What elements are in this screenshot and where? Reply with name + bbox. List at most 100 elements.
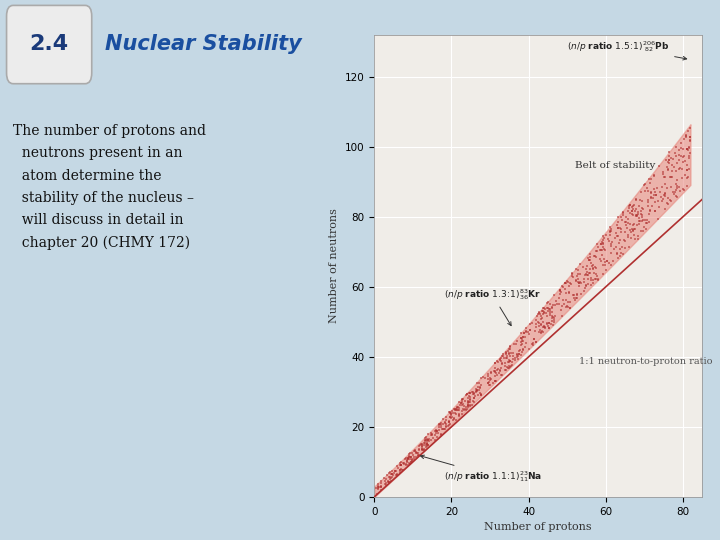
Point [492, 357, 504, 366]
Point [415, 440, 427, 448]
Point [395, 465, 407, 474]
Point [587, 276, 598, 285]
Point [422, 430, 433, 438]
Point [582, 275, 594, 284]
Point [662, 165, 674, 173]
Point [513, 347, 525, 355]
Point [598, 232, 609, 241]
Point [604, 227, 616, 235]
Point [598, 239, 609, 248]
Point [535, 320, 546, 328]
Point [570, 293, 582, 302]
Point [611, 232, 623, 241]
Point [502, 354, 513, 362]
Point [642, 186, 654, 195]
Point [567, 268, 578, 277]
Point [567, 291, 579, 299]
Point [405, 453, 417, 461]
Point [632, 232, 644, 241]
Point [544, 323, 555, 332]
Point [414, 441, 426, 450]
Point [373, 484, 384, 492]
Point [524, 326, 536, 335]
Point [603, 237, 615, 246]
Point [531, 316, 542, 325]
Point [679, 185, 690, 194]
Point [636, 211, 648, 220]
Point [569, 291, 580, 300]
Point [511, 350, 523, 359]
Point [423, 436, 434, 444]
Point [574, 278, 585, 287]
Point [458, 404, 469, 413]
Point [500, 348, 511, 357]
Point [512, 336, 523, 345]
Point [462, 390, 473, 399]
Point [535, 321, 546, 329]
Point [387, 469, 398, 478]
Point [604, 228, 616, 237]
Point [497, 360, 508, 368]
Point [646, 188, 657, 197]
Point [682, 165, 693, 174]
Point [392, 462, 403, 470]
Point [537, 318, 549, 327]
Point [610, 234, 621, 243]
Point [636, 210, 647, 218]
Point [681, 181, 693, 190]
Point [572, 272, 583, 280]
Point [646, 175, 657, 184]
Point [492, 364, 503, 373]
Point [472, 378, 483, 387]
Point [454, 400, 465, 409]
Point [463, 401, 474, 409]
Point [640, 225, 652, 234]
Point [534, 308, 545, 317]
Point [665, 172, 676, 181]
Point [482, 379, 494, 387]
Point [518, 328, 530, 337]
Point [659, 191, 670, 200]
Point [666, 173, 678, 181]
Point [405, 458, 417, 467]
Point [537, 328, 549, 337]
Point [459, 396, 471, 405]
Point [559, 279, 571, 287]
Point [662, 200, 674, 208]
Point [477, 372, 489, 381]
Point [621, 218, 632, 226]
Point [418, 444, 430, 453]
Point [675, 139, 686, 148]
Point [448, 416, 459, 424]
Point [536, 314, 547, 322]
Point [444, 408, 455, 416]
Point [524, 320, 536, 328]
Point [592, 275, 603, 284]
Point [467, 388, 478, 396]
Point [629, 224, 641, 233]
Point [683, 145, 694, 154]
Point [445, 413, 456, 422]
Point [540, 309, 552, 318]
Point [554, 287, 565, 295]
Point [628, 205, 639, 213]
Point [681, 160, 693, 169]
Point [671, 193, 683, 202]
Point [403, 450, 415, 458]
Point [573, 282, 585, 291]
Point [515, 341, 526, 350]
Point [469, 392, 480, 400]
Point [598, 234, 610, 242]
Point [480, 374, 491, 382]
Point [613, 223, 624, 232]
Point [419, 435, 431, 444]
Point [636, 197, 648, 205]
Point [472, 386, 483, 394]
Point [506, 361, 518, 370]
Point [485, 368, 497, 376]
Point [573, 279, 585, 288]
Point [545, 307, 557, 315]
Point [467, 390, 479, 399]
Point [404, 455, 415, 463]
Point [372, 485, 384, 494]
